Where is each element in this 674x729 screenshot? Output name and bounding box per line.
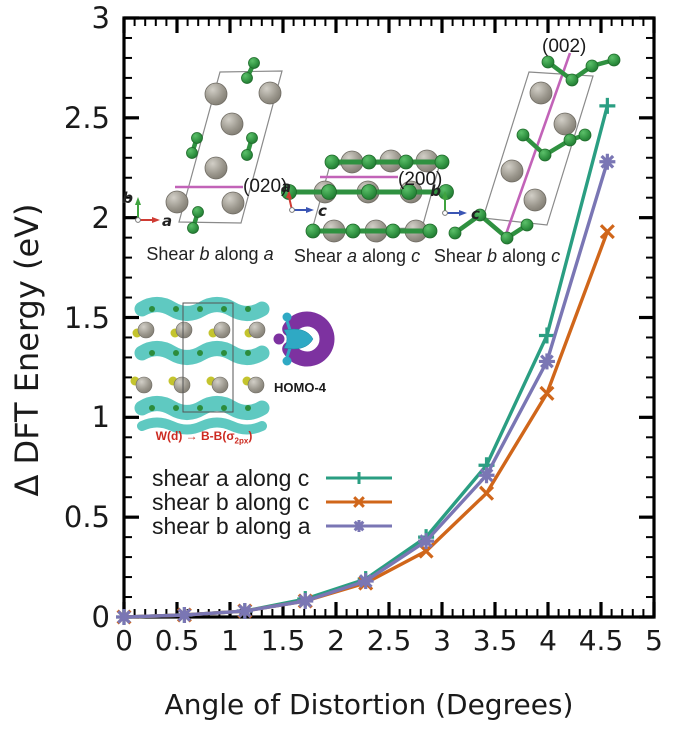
x-tick-label: 2 [327, 624, 345, 657]
axis-border [122, 16, 656, 619]
boron-dots [149, 306, 251, 411]
boron-chains [281, 154, 454, 239]
tungsten-atoms [165, 81, 282, 215]
caption-word: Shear [146, 244, 195, 264]
axis-triad-a-c: a c [281, 178, 327, 220]
homo-4-label: HOMO-4 [274, 380, 326, 395]
legend: shear a along c shear b along c shear b … [152, 464, 396, 539]
axis-letter-c: c [471, 205, 480, 223]
legend-item-shear-b-along-c: shear b along c [152, 488, 396, 515]
orbital-cyan-lobes [282, 312, 314, 366]
caption-axis-letter: c [551, 246, 561, 266]
caption-word: along [362, 246, 407, 266]
plane-label-002: (002) [542, 36, 587, 57]
isosurface-bands [134, 297, 270, 435]
axis-triad-b-c: b c [430, 182, 480, 223]
boron-zigzag-chains [448, 53, 621, 245]
formula-close: ) [248, 429, 253, 443]
y-tick-label: 0.5 [63, 500, 110, 535]
plane-002-line [503, 52, 572, 238]
legend-item-shear-a-along-c: shear a along c [152, 464, 396, 491]
unit-cell-outline [178, 70, 283, 224]
axis-letter-b: b [122, 189, 133, 207]
y-axis-title: Δ DFT Energy (eV) [8, 203, 46, 497]
x-tick-label: 1 [221, 624, 239, 657]
x-axis-title: Angle of Distortion (Degrees) [164, 688, 574, 721]
inset-isosurface [130, 297, 270, 435]
caption-word: Shear [433, 246, 482, 266]
axis-letter-a: a [162, 212, 172, 230]
x-tick-label: 3.5 [472, 624, 518, 657]
caption-word: along [214, 244, 259, 264]
axis-letter-a: a [281, 178, 291, 196]
y-tick-label: 0 [91, 600, 110, 634]
y-tick-label: 1 [91, 400, 110, 435]
axis-letter-c: c [318, 202, 327, 220]
caption-word: along [502, 246, 547, 266]
caption-axis-letter: a [346, 246, 357, 266]
x-tick-label: 2.5 [366, 624, 412, 657]
orbital-transition-formula: W(d) → B-B(σ2px) [146, 429, 262, 445]
x-tick-label: 0 [115, 624, 133, 657]
legend-label: shear a along c [152, 464, 310, 491]
inset-crystal-shear-a-along-c: a c [281, 149, 454, 243]
inset-crystal-shear-b-along-c: b c [430, 52, 621, 245]
x-tick-label: 0.5 [154, 624, 200, 657]
caption-axis-letter: b [486, 246, 497, 266]
caption-word: Shear [293, 246, 342, 266]
caption-axis-letter: c [411, 246, 421, 266]
orbital-purple-lobe [282, 311, 335, 367]
caption-shear-b-along-c: Shear b along c [426, 246, 568, 267]
axis-letter-b: b [430, 182, 441, 200]
caption-shear-b-along-a: Shear b along a [139, 244, 281, 265]
y-tick-label: 3 [91, 1, 110, 35]
boron-dumbbells [186, 57, 260, 234]
plane-label-020: (020) [243, 176, 288, 197]
tungsten-atoms [500, 81, 577, 212]
caption-axis-letter: a [263, 244, 274, 264]
x-tick-label: 1.5 [260, 624, 306, 657]
inset-orbital [273, 311, 335, 367]
caption-axis-letter: b [199, 244, 210, 264]
orbital-purple-blob [273, 333, 285, 345]
x-tick-label: 4.5 [578, 624, 624, 657]
legend-item-shear-b-along-a: shear b along a [152, 512, 396, 539]
x-tick-label: 3 [433, 624, 451, 657]
formula-main: W(d) → B-B(σ [155, 429, 235, 443]
y-tick-label: 2.5 [63, 100, 110, 135]
x-tick-label: 4 [539, 624, 557, 657]
legend-line-sample [326, 520, 392, 532]
tungsten-atoms [135, 321, 266, 394]
legend-label: shear b along c [152, 488, 310, 515]
legend-line-sample [326, 472, 392, 484]
x-tick-label: 5 [645, 624, 663, 657]
legend-line-sample [326, 496, 392, 508]
plane-label-200: (200) [398, 169, 443, 190]
caption-shear-a-along-c: Shear a along c [286, 246, 428, 267]
y-tick-label: 1.5 [63, 300, 110, 335]
formula-subscript: 2px [234, 436, 249, 446]
y-tick-label: 2 [91, 200, 110, 235]
inset-crystal-shear-b-along-a: b a [122, 57, 283, 234]
series-markers-shear-b-along-a [116, 153, 616, 625]
axis-triad-b-a: b a [122, 189, 172, 230]
unit-cell-outline [182, 302, 234, 413]
legend-label: shear b along a [152, 512, 311, 539]
